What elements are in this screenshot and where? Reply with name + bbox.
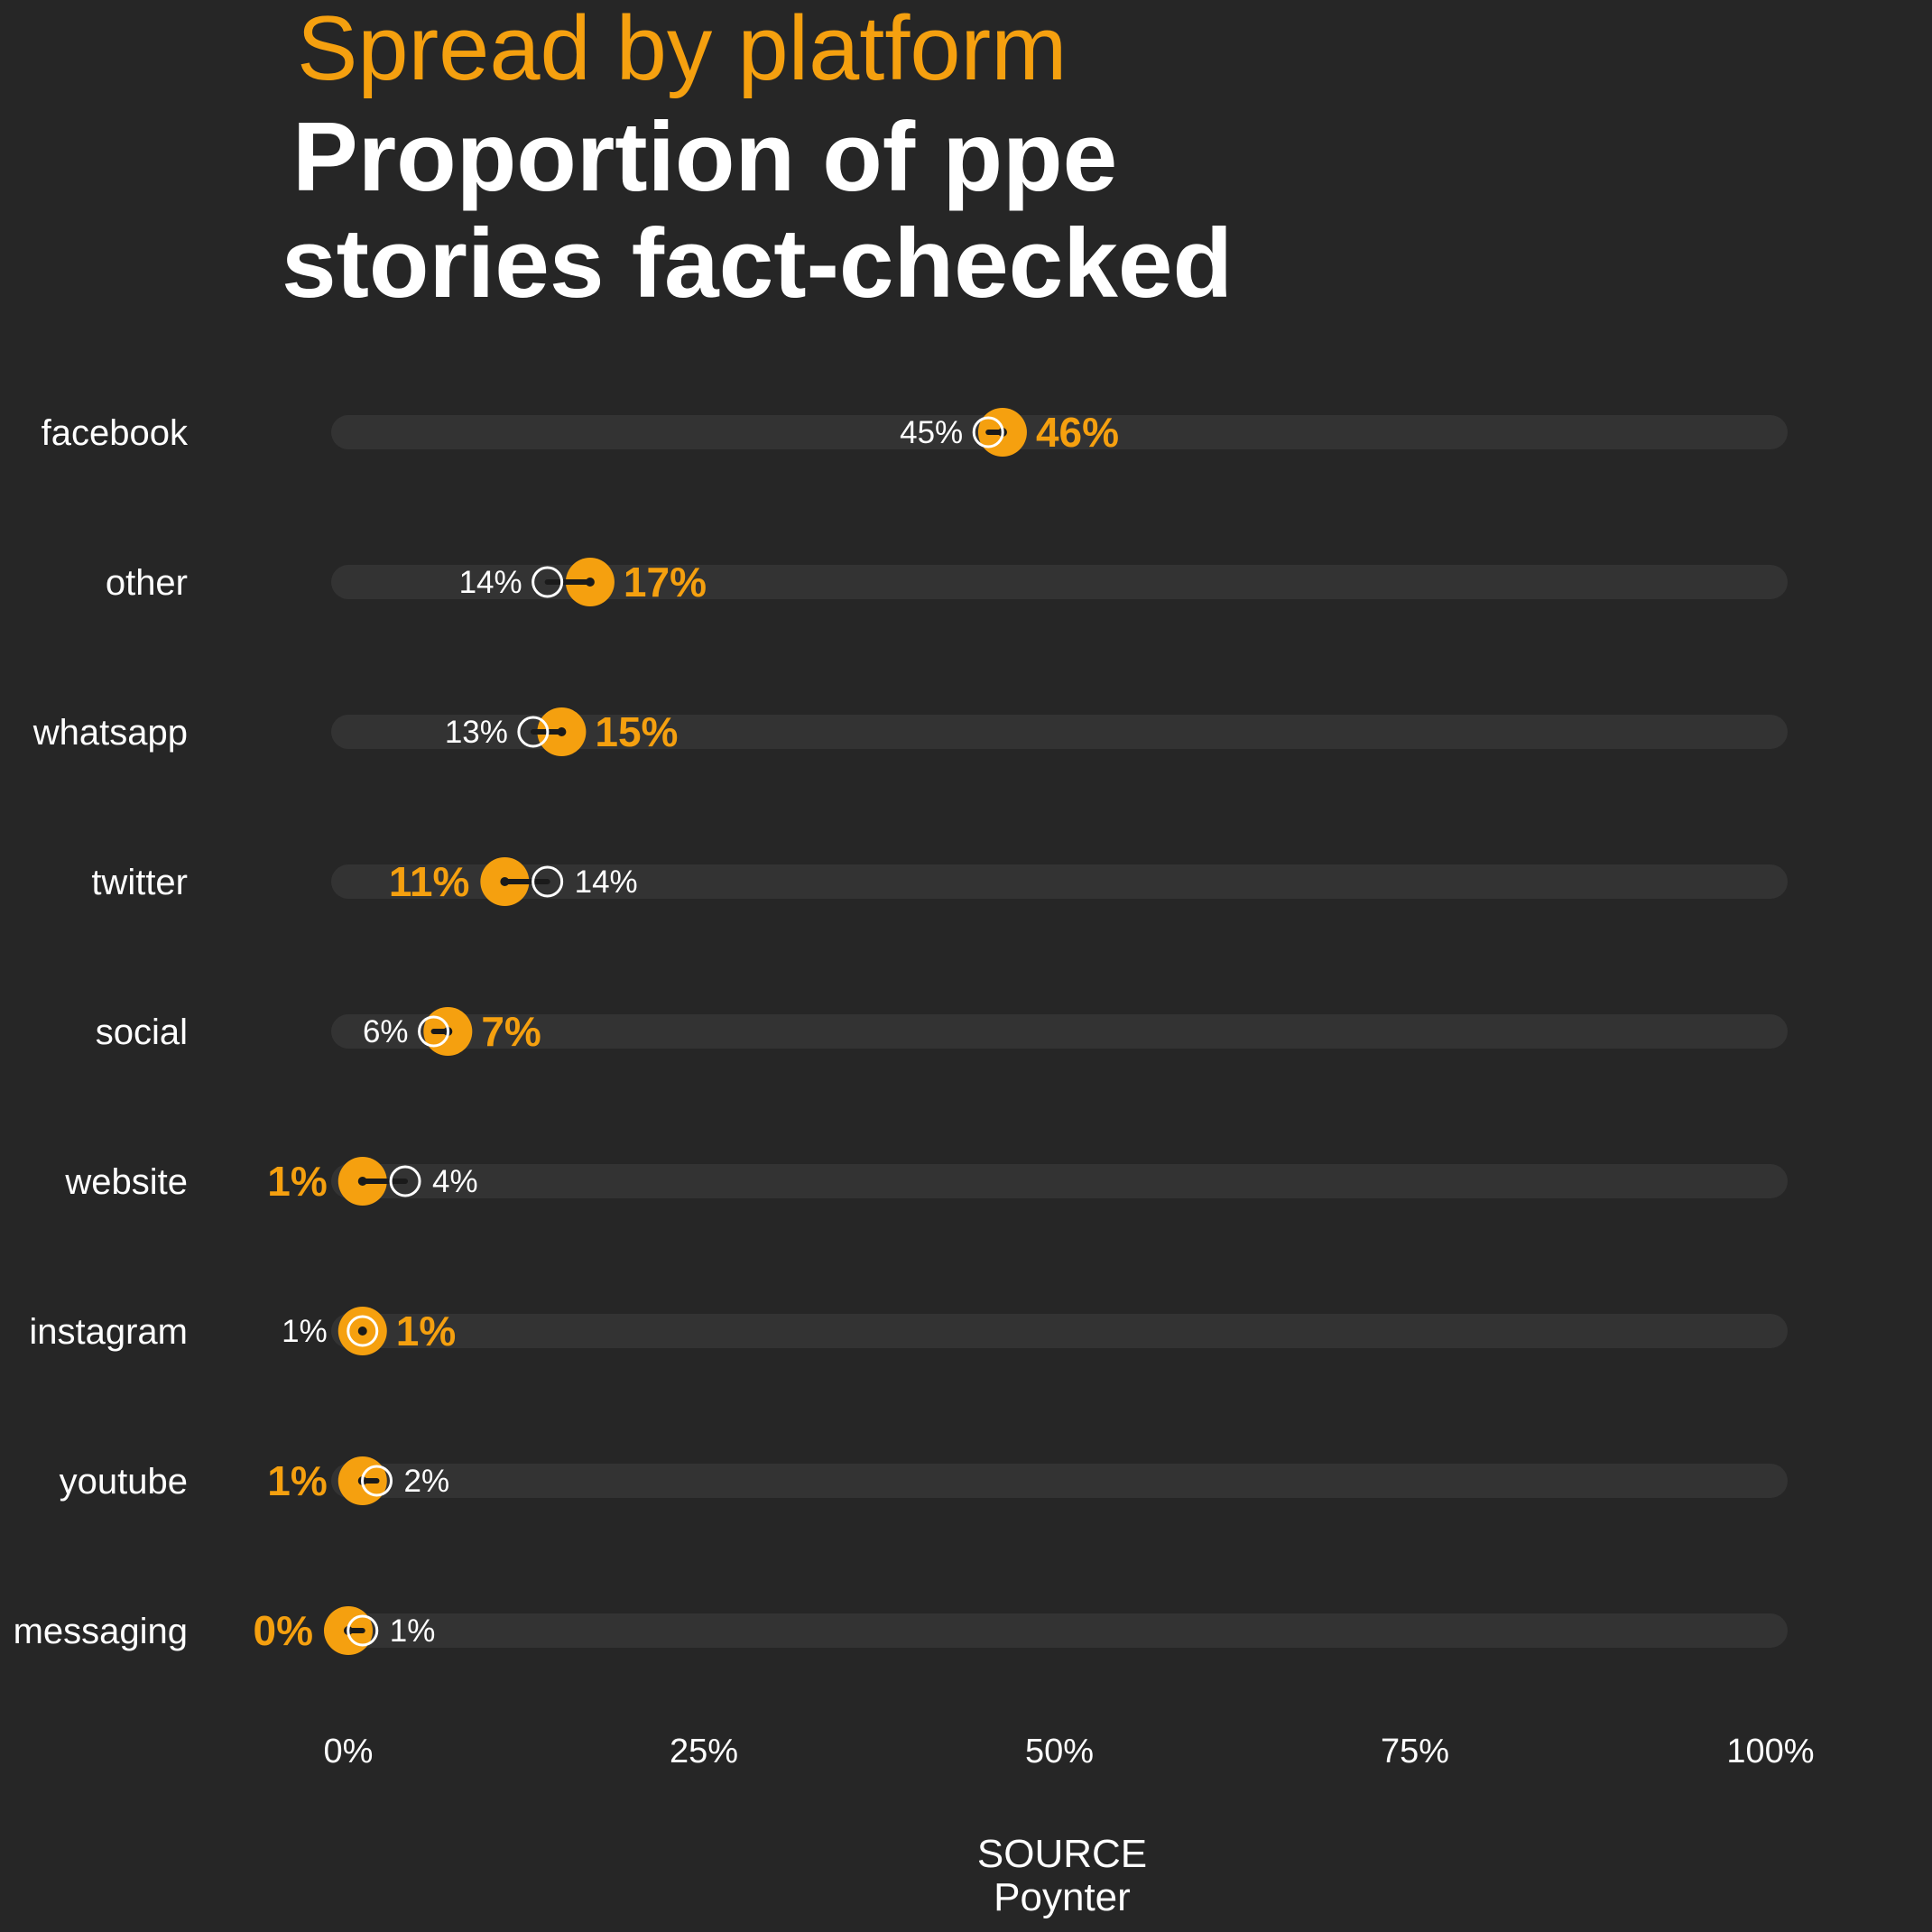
dumbbell-rows: facebook 45% 46% other 14% 17% whatsapp 13% 15% t… <box>14 408 1788 1655</box>
previous-value-label: 14% <box>459 565 522 600</box>
track-bar <box>331 1164 1788 1198</box>
previous-value-marker <box>517 716 550 748</box>
x-tick-label: 100% <box>1726 1733 1814 1770</box>
connector-dot <box>500 877 510 886</box>
dumbbell-row: whatsapp 13% 15% <box>32 707 1788 756</box>
previous-value-marker <box>347 1315 379 1347</box>
current-value-label: 46% <box>1036 409 1119 456</box>
current-value-label: 7% <box>481 1008 541 1055</box>
current-value-label: 15% <box>595 708 678 755</box>
dumbbell-row: website 4% 1% <box>64 1157 1788 1206</box>
previous-value-marker <box>361 1465 393 1497</box>
previous-value-marker <box>418 1015 450 1048</box>
previous-value-marker <box>389 1165 421 1197</box>
connector-dot <box>557 727 567 736</box>
track-bar <box>331 415 1788 449</box>
previous-value-marker <box>532 566 564 598</box>
source-label: SOURCE <box>977 1832 1147 1876</box>
track-bar <box>331 1314 1788 1348</box>
category-label: social <box>96 1012 188 1052</box>
chart-title-line-1: Proportion of ppe <box>292 102 1117 212</box>
current-value-label: 1% <box>267 1158 327 1205</box>
category-label: other <box>106 563 188 603</box>
dumbbell-row: other 14% 17% <box>106 558 1788 606</box>
track-bar <box>331 1014 1788 1049</box>
dumbbell-row: messaging 1% 0% <box>14 1606 1788 1655</box>
connector-dot <box>357 1177 367 1186</box>
connector-dot <box>357 1327 367 1336</box>
previous-value-marker <box>532 865 564 898</box>
category-label: messaging <box>14 1612 188 1651</box>
track-bar <box>331 715 1788 749</box>
previous-value-label: 4% <box>432 1164 478 1199</box>
track-bar <box>331 864 1788 899</box>
category-label: website <box>64 1162 188 1202</box>
dumbbell-row: facebook 45% 46% <box>42 408 1788 457</box>
category-label: youtube <box>60 1462 188 1502</box>
track-bar <box>331 1613 1788 1648</box>
chart-title-line-2: stories fact-checked <box>282 208 1233 319</box>
previous-value-label: 14% <box>575 864 638 900</box>
track-bar <box>331 565 1788 599</box>
current-value-label: 0% <box>254 1607 313 1654</box>
previous-value-label: 1% <box>282 1314 328 1349</box>
previous-value-label: 1% <box>390 1613 436 1649</box>
previous-value-label: 2% <box>404 1464 450 1499</box>
current-value-label: 1% <box>396 1308 456 1354</box>
category-label: twitter <box>91 863 188 902</box>
current-value-label: 11% <box>389 858 470 905</box>
current-value-label: 1% <box>267 1457 327 1504</box>
current-value-label: 17% <box>624 559 707 605</box>
x-tick-label: 25% <box>670 1733 738 1770</box>
x-axis: 0% 25% 50% 75% 100% <box>324 1733 1815 1770</box>
category-label: whatsapp <box>32 713 188 753</box>
x-tick-label: 50% <box>1025 1733 1094 1770</box>
source-name: Poynter <box>994 1875 1131 1919</box>
track-bar <box>331 1464 1788 1498</box>
dumbbell-row: youtube 2% 1% <box>60 1456 1788 1505</box>
x-tick-label: 75% <box>1381 1733 1449 1770</box>
dumbbell-row: twitter 14% 11% <box>91 857 1788 906</box>
dumbbell-row: instagram 1% 1% <box>29 1307 1788 1355</box>
previous-value-marker <box>972 416 1004 448</box>
previous-value-label: 13% <box>445 715 508 750</box>
x-tick-label: 0% <box>324 1733 374 1770</box>
category-label: instagram <box>29 1312 188 1352</box>
dumbbell-row: social 6% 7% <box>96 1007 1788 1056</box>
previous-value-label: 6% <box>363 1014 409 1049</box>
previous-value-marker <box>347 1614 379 1647</box>
connector-dot <box>585 578 595 587</box>
chart-subtitle: Spread by platform <box>297 0 1067 99</box>
category-label: facebook <box>42 413 189 453</box>
previous-value-label: 45% <box>900 415 963 450</box>
